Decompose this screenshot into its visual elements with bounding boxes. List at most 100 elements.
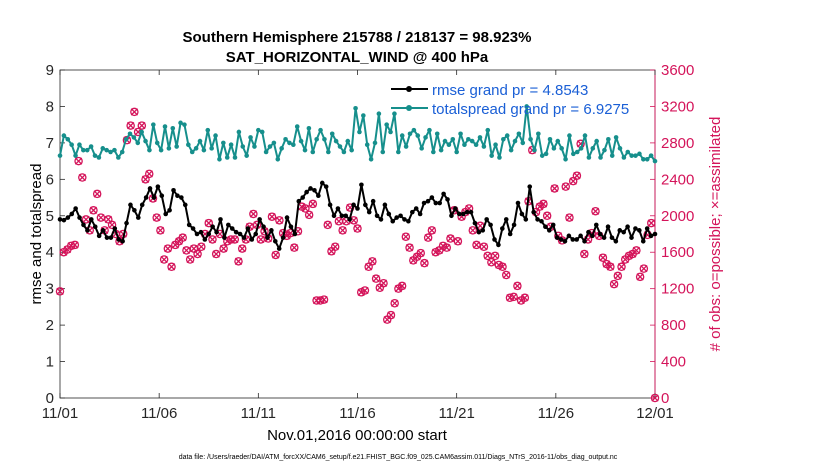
spread-point — [644, 156, 650, 162]
x-ticks: 11/01 11/06 11/11 11/16 11/21 11/26 12/01 — [42, 70, 674, 422]
rmse-point — [413, 206, 419, 211]
obs-possible-circle — [397, 281, 407, 291]
spread-point — [61, 133, 67, 138]
spread-point — [143, 138, 148, 144]
obs-possible-circle — [338, 226, 347, 235]
obs-possible-circle — [301, 204, 310, 213]
rmse-point — [265, 235, 270, 240]
obs-marker — [580, 249, 589, 259]
series-lines — [57, 104, 658, 251]
obs-assimilated-cross — [320, 295, 328, 304]
rmse-point — [382, 202, 388, 208]
rmse-point — [496, 242, 501, 248]
spread-point — [244, 153, 249, 158]
rmse-point — [112, 226, 118, 231]
obs-assimilated-cross — [632, 246, 641, 255]
rmse-point — [304, 189, 309, 195]
obs-marker — [442, 243, 451, 252]
obs-assimilated-cross — [517, 296, 525, 305]
rmse-point — [558, 237, 564, 242]
obs-marker — [650, 393, 660, 403]
rmse-point — [85, 228, 90, 233]
obs-possible-circle — [513, 281, 522, 291]
obs-assimilated-cross — [647, 219, 655, 227]
obs-possible-circle — [152, 213, 161, 222]
rmse-point — [566, 233, 572, 239]
spread-point — [629, 153, 634, 158]
rmse-point — [222, 235, 227, 240]
obs-marker — [130, 107, 139, 117]
obs-possible-circle — [167, 262, 176, 272]
obs-possible-circle — [137, 121, 147, 130]
obs-assimilated-cross — [305, 211, 313, 219]
obs-possible-circle — [163, 244, 173, 253]
spread-point — [648, 153, 654, 158]
rmse-point — [210, 224, 215, 230]
obs-marker — [271, 250, 280, 260]
obs-assimilated-cross — [491, 252, 499, 260]
obs-markers — [55, 107, 660, 403]
rmse-point — [570, 237, 576, 242]
obs-assimilated-cross — [550, 184, 559, 193]
obs-assimilated-cross — [97, 213, 105, 222]
rmse-point — [292, 231, 298, 237]
rmse-point — [629, 235, 634, 240]
spread-point — [606, 136, 611, 142]
obs-assimilated-cross — [78, 173, 86, 182]
spread-point — [287, 140, 292, 146]
spread-point — [372, 140, 378, 146]
obs-marker — [550, 184, 559, 193]
rmse-point — [198, 229, 204, 235]
obs-assimilated-cross — [651, 394, 659, 402]
obs-possible-circle — [501, 270, 511, 280]
spread-point — [388, 129, 393, 135]
obs-assimilated-cross — [205, 219, 213, 227]
spread-point — [197, 138, 203, 144]
rmse-point — [582, 238, 587, 244]
obs-marker — [613, 271, 623, 281]
obs-assimilated-cross — [428, 226, 436, 235]
obs-assimilated-cross — [580, 250, 589, 258]
spread-point — [598, 155, 603, 160]
rmse-point — [492, 237, 497, 242]
rmse-point — [261, 224, 266, 230]
x-tick-label: 11/01 — [42, 405, 78, 422]
spread-point — [407, 131, 413, 137]
rmse-point — [218, 217, 223, 222]
rmse-point — [241, 235, 247, 240]
spread-point — [392, 111, 397, 117]
rmse-point — [633, 226, 638, 231]
obs-assimilated-cross — [487, 258, 496, 266]
obs-marker — [211, 249, 221, 259]
obs-assimilated-cross — [130, 108, 139, 116]
obs-marker — [632, 246, 641, 255]
spread-point — [431, 149, 436, 155]
spread-point — [621, 155, 627, 160]
rmse-point — [433, 200, 439, 206]
obs-possible-circle — [572, 171, 582, 180]
spread-point — [263, 149, 269, 155]
obs-possible-circle — [159, 255, 169, 264]
spread-point — [466, 136, 471, 142]
obs-possible-circle — [390, 298, 399, 308]
spread-point — [256, 127, 261, 133]
x-axis-label: Nov.01,2016 00:00:00 start — [267, 427, 448, 444]
obs-marker — [539, 199, 548, 209]
spread-point — [123, 136, 129, 142]
spread-point — [139, 129, 144, 135]
rmse-point — [96, 233, 102, 239]
obs-assimilated-cross — [89, 206, 98, 214]
obs-marker — [290, 243, 299, 252]
spread-point — [209, 146, 214, 151]
y-left-tick-label: 7 — [46, 135, 54, 152]
obs-possible-circle — [580, 249, 589, 259]
obs-assimilated-cross — [126, 121, 135, 130]
obs-possible-circle — [617, 262, 626, 272]
obs-possible-circle — [650, 393, 660, 403]
obs-assimilated-cross — [160, 255, 168, 264]
spread-point — [186, 142, 191, 148]
spread-point — [84, 147, 90, 153]
obs-assimilated-cross — [539, 200, 548, 208]
spread-point — [298, 138, 304, 144]
obs-possible-circle — [197, 242, 206, 252]
